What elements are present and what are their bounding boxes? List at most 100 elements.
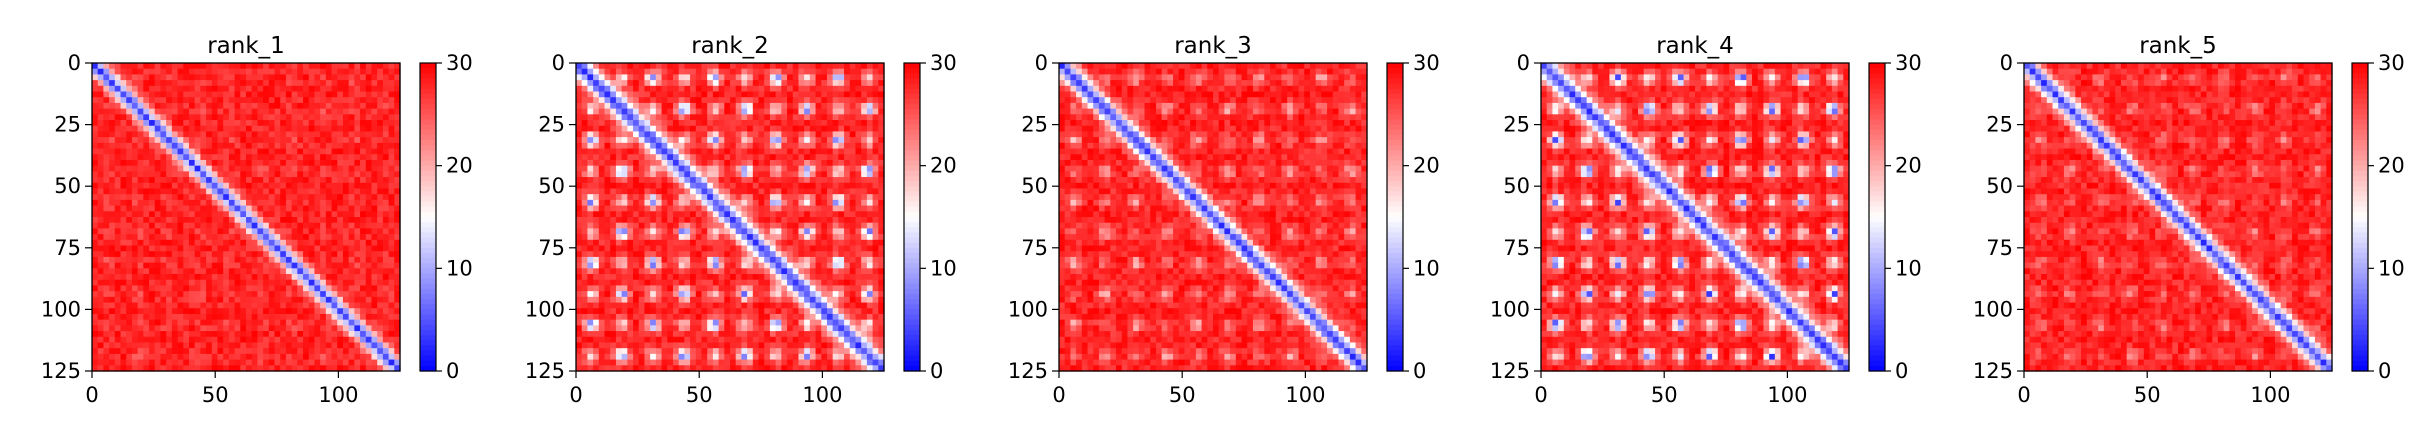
heatmap-cell [735,108,742,115]
heatmap-cell [103,217,110,224]
heatmap-cell [792,137,800,144]
heatmap-cell [223,285,230,292]
heatmap-cell [861,217,868,224]
heatmap-cell [206,325,213,332]
heatmap-cell [280,211,287,218]
heatmap-cell [194,325,201,332]
heatmap-cell [604,234,611,241]
heatmap-cell [661,268,668,275]
heatmap-cell [285,114,293,121]
heatmap-cell [809,80,817,87]
heatmap-cell [382,199,390,207]
heatmap-cell [815,234,822,241]
heatmap-cell [223,125,230,133]
heatmap-cell [223,365,230,372]
heatmap-cell [97,342,104,349]
heatmap-cell [684,171,691,178]
heatmap-cell [166,313,173,321]
heatmap-cell [331,239,338,247]
heatmap-cell [331,74,338,81]
heatmap-cell [263,274,270,281]
heatmap-cell [131,319,139,326]
heatmap-cell [314,148,321,155]
heatmap-cell [126,199,133,207]
heatmap-cell [638,91,646,98]
heatmap-cell [211,365,219,372]
heatmap-cell [672,131,680,138]
heatmap-cell [211,359,219,366]
heatmap-cell [633,205,640,212]
heatmap-cell [348,296,355,304]
heatmap-cell [360,171,367,178]
heatmap-cell [655,217,663,224]
heatmap-cell [325,114,333,121]
heatmap-cell [188,256,196,264]
heatmap-cell [690,268,697,275]
heatmap-cell [872,234,879,241]
heatmap-cell [650,85,657,93]
heatmap-cell [126,131,133,138]
heatmap-cell [97,285,104,292]
heatmap-cell [855,256,862,264]
heatmap-cell [171,74,179,81]
heatmap-cell [234,182,241,190]
heatmap-cell [171,296,179,304]
heatmap-cell [200,239,207,247]
heatmap-cell [325,348,333,355]
heatmap-cell [228,171,236,178]
heatmap-cell [866,125,874,133]
heatmap-cell [308,63,316,70]
heatmap-cell [598,239,606,247]
colorbar-segment [420,78,436,85]
heatmap-cell [866,148,874,155]
heatmap-cell [849,85,857,93]
heatmap-cell [320,365,327,372]
heatmap-cell [303,331,310,338]
heatmap-cell [377,222,384,229]
heatmap-cell [92,228,99,235]
heatmap-cell [325,279,333,287]
heatmap-cell [246,274,253,281]
heatmap-cell [280,85,287,93]
heatmap-cell [388,222,395,229]
heatmap-cell [792,148,800,155]
heatmap-cell [308,114,316,121]
heatmap-cell [787,142,794,150]
heatmap-cell [661,205,668,212]
heatmap-cell [638,63,646,70]
heatmap-cell [291,251,298,258]
heatmap-cell [228,228,236,235]
heatmap-cell [223,331,230,338]
heatmap-cell [268,188,276,195]
heatmap-cell [735,137,742,144]
heatmap-cell [707,245,714,252]
heatmap-cell [183,165,190,172]
heatmap-cell [598,256,606,264]
heatmap-cell [331,108,338,115]
heatmap-cell [92,114,99,121]
heatmap-cell [97,205,104,212]
heatmap-cell [188,68,196,75]
heatmap-cell [257,245,264,252]
heatmap-cell [627,251,634,258]
heatmap-cell [804,131,811,138]
heatmap-cell [143,91,150,98]
heatmap-cell [861,188,868,195]
heatmap-cell [240,239,247,247]
heatmap-cell [382,205,390,212]
heatmap-cell [103,302,110,309]
heatmap-cell [109,125,116,133]
heatmap-cell [730,194,737,201]
heatmap-cell [177,63,184,70]
heatmap-cell [342,313,350,321]
heatmap-cell [878,165,885,172]
heatmap-cell [769,91,777,98]
heatmap-cell [667,154,674,161]
heatmap-cell [849,125,857,133]
heatmap-cell [678,211,685,218]
heatmap-cell [200,142,207,150]
heatmap-cell [251,165,258,172]
heatmap-cell [764,108,771,115]
heatmap-cell [838,85,845,93]
heatmap-cell [274,285,281,292]
